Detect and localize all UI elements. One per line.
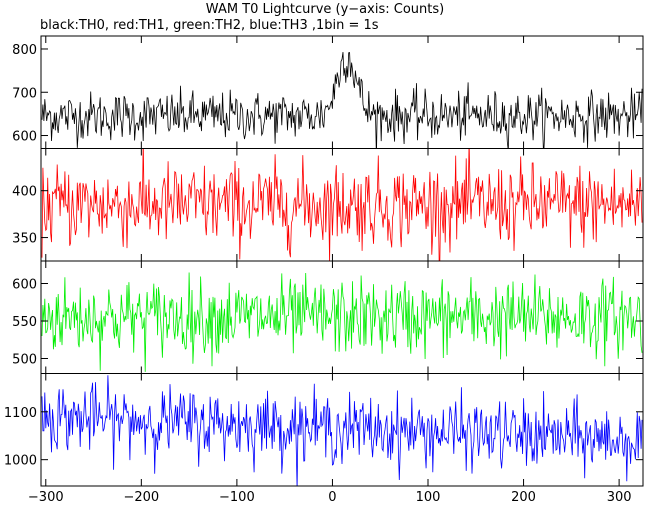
panel-frame	[40, 373, 644, 487]
y-tick-label: 600	[12, 130, 37, 145]
series-line-th3	[41, 375, 643, 486]
series-line-th0	[41, 52, 643, 149]
y-tick-label: 550	[12, 315, 37, 330]
panel-th0: 600 700 800	[12, 35, 644, 149]
y-tick-label: 350	[12, 232, 37, 247]
x-axis: −300 −200 −100 0 100 200 300	[28, 490, 632, 505]
panel-th2: 500 550 600	[12, 260, 644, 374]
panel-frame	[40, 35, 644, 149]
panels-group: 600 700 800 350 400 500 550 600 1000 1100	[4, 35, 644, 487]
panel-th1: 350 400	[12, 148, 644, 262]
panel-th3: 1000 1100	[4, 373, 644, 487]
series-line-th1	[41, 148, 643, 261]
y-tick-label: 600	[12, 278, 37, 293]
x-tick-label: 0	[328, 490, 336, 505]
chart-title: WAM T0 Lightcurve (y−axis: Counts)	[205, 2, 445, 17]
y-tick-label: 1000	[4, 454, 37, 469]
y-tick-label: 500	[12, 353, 37, 368]
y-tick-label: 800	[12, 43, 37, 58]
y-tick-label: 700	[12, 86, 37, 101]
y-tick-label: 400	[12, 185, 37, 200]
x-tick-label: −300	[28, 490, 64, 505]
series-line-th2	[41, 272, 643, 372]
x-tick-label: −200	[123, 490, 159, 505]
x-tick-label: 100	[416, 490, 441, 505]
x-tick-label: −100	[219, 490, 255, 505]
y-tick-label: 1100	[4, 406, 37, 421]
x-tick-label: 200	[511, 490, 536, 505]
chart-subtitle: black:TH0, red:TH1, green:TH2, blue:TH3 …	[40, 18, 379, 33]
x-tick-label: 300	[607, 490, 632, 505]
